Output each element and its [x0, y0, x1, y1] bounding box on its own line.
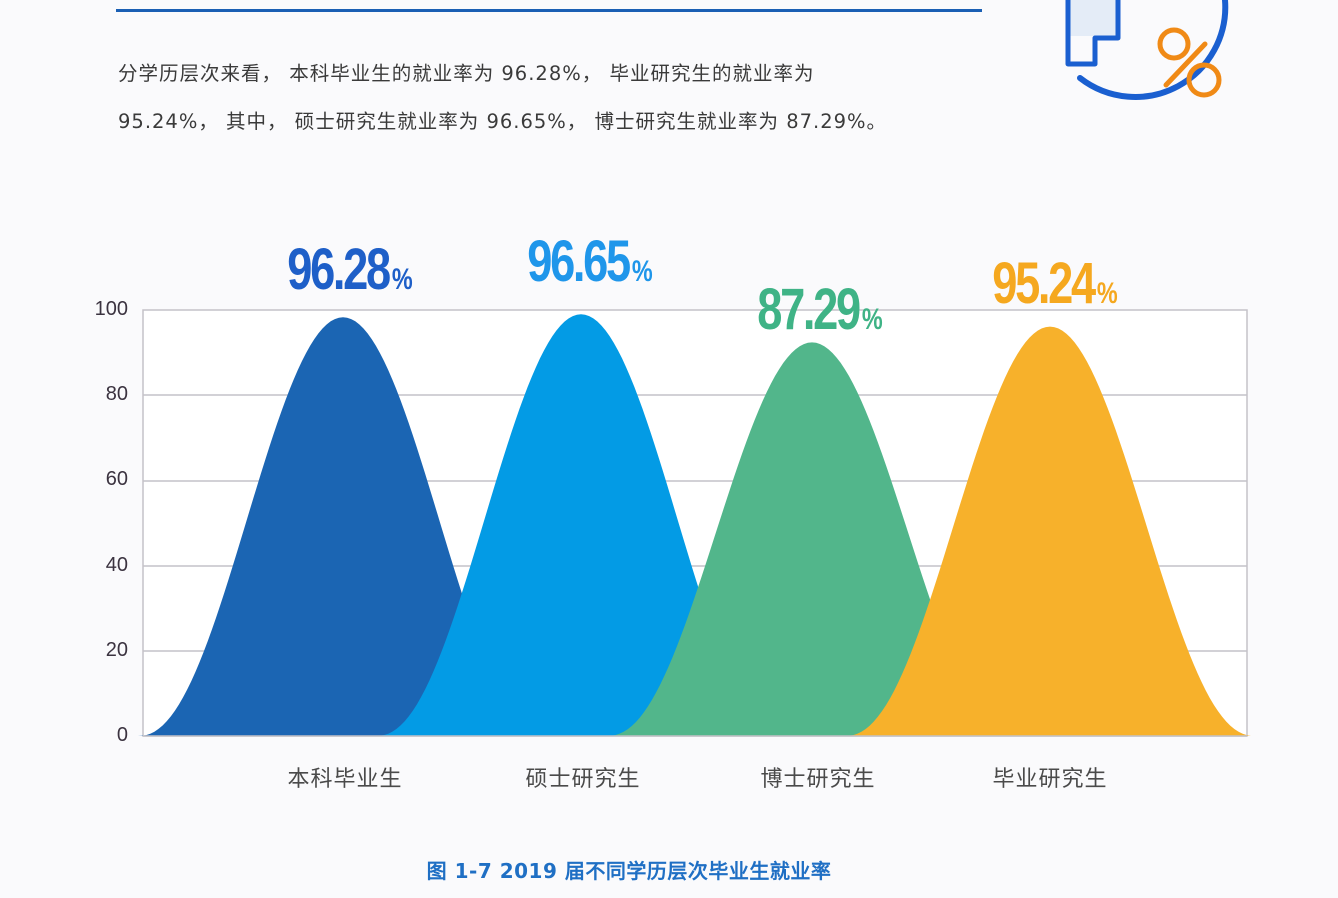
- intro-line-2: 95.24%， 其中， 硕士研究生就业率为 96.65%， 博士研究生就业率为 …: [118, 110, 888, 133]
- x-category-bachelor: 本科毕业生: [287, 767, 403, 792]
- bell-curves: [138, 314, 1251, 736]
- bell-curve-3: [845, 326, 1251, 736]
- bell-curve-1: [376, 314, 782, 736]
- figure-caption: 图 1-7 2019 届不同学历层次毕业生就业率: [426, 859, 832, 883]
- x-category-master: 硕士研究生: [525, 767, 641, 792]
- y-tick-0: 0: [116, 724, 128, 746]
- intro-paragraph: 分学历层次来看， 本科毕业生的就业率为 96.28%， 毕业研究生的就业率为 9…: [118, 50, 998, 146]
- y-tick-40: 40: [105, 554, 128, 576]
- value-label-graduate: 95.24%: [992, 251, 1118, 316]
- x-category-doctor: 博士研究生: [760, 767, 876, 792]
- value-label-doctor: 87.29%: [757, 277, 883, 342]
- section-top-rule: [116, 9, 982, 12]
- y-tick-60: 60: [105, 468, 128, 490]
- y-tick-20: 20: [105, 639, 128, 661]
- value-label-master: 96.65%: [527, 229, 653, 294]
- x-category-graduate: 毕业研究生: [992, 767, 1108, 792]
- percent-badge-icon: [1065, 0, 1229, 100]
- intro-line-1: 分学历层次来看， 本科毕业生的就业率为 96.28%， 毕业研究生的就业率为: [118, 62, 815, 85]
- y-tick-100: 100: [94, 298, 128, 320]
- y-tick-80: 80: [105, 383, 128, 405]
- bell-curve-2: [607, 342, 1013, 736]
- bell-curve-0: [138, 317, 544, 736]
- value-label-bachelor: 96.28%: [287, 237, 413, 302]
